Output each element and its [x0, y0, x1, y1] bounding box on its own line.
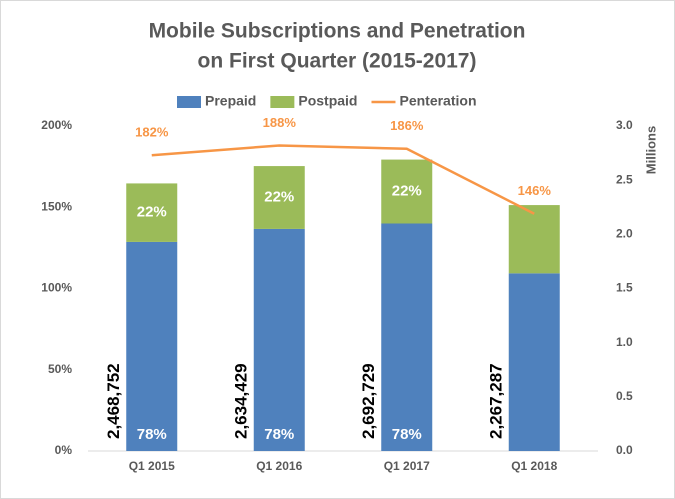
- share-label: 22%: [264, 188, 294, 205]
- y2-tick-label: 3.0: [616, 118, 633, 132]
- total-label: 2,692,729: [359, 363, 378, 439]
- share-label: 22%: [137, 204, 167, 221]
- data-label: 182%: [135, 125, 169, 140]
- x-tick-label: Q1 2018: [511, 459, 557, 473]
- total-label: 2,267,287: [487, 363, 506, 439]
- share-label: 78%: [264, 426, 294, 443]
- total-label: 2,468,752: [104, 363, 123, 439]
- legend-label: Postpaid: [298, 93, 357, 109]
- y-tick-label: 150%: [41, 199, 72, 213]
- bar: [508, 205, 560, 274]
- bar: [381, 223, 433, 451]
- bar: [253, 166, 305, 229]
- x-tick-label: Q1 2016: [256, 459, 302, 473]
- bar: [508, 273, 560, 451]
- y-tick-label: 100%: [41, 281, 72, 295]
- bar: [126, 183, 178, 242]
- y2-tick-label: 0.5: [616, 389, 633, 403]
- total-label: 2,634,429: [232, 363, 251, 439]
- share-label: 78%: [137, 426, 167, 443]
- data-label: 186%: [390, 118, 424, 133]
- y2-tick-label: 2.5: [616, 172, 633, 186]
- bar: [126, 241, 178, 451]
- legend-swatch: [270, 96, 295, 108]
- chart-title: Mobile Subscriptions and Penetration: [149, 20, 526, 43]
- bar: [253, 228, 305, 451]
- legend-swatch: [177, 96, 201, 108]
- chart-title: on First Quarter (2015-2017): [198, 50, 477, 73]
- x-tick-label: Q1 2017: [384, 459, 430, 473]
- share-label: 22%: [392, 183, 422, 200]
- data-label: 146%: [518, 183, 552, 198]
- y2-tick-label: 2.0: [616, 227, 633, 241]
- y-tick-label: 0%: [55, 443, 73, 457]
- y2-tick-label: 1.0: [616, 335, 633, 349]
- x-tick-label: Q1 2015: [129, 459, 175, 473]
- y-tick-label: 50%: [48, 362, 72, 376]
- y-tick-label: 200%: [41, 118, 72, 132]
- bar: [381, 159, 433, 224]
- y2-tick-label: 1.5: [616, 281, 633, 295]
- y2-axis-label: Millions: [643, 126, 658, 174]
- legend-label: Prepaid: [205, 93, 256, 109]
- line: [151, 144, 535, 215]
- y2-tick-label: 0.0: [616, 443, 633, 457]
- share-label: 78%: [392, 426, 422, 443]
- data-label: 188%: [263, 115, 297, 130]
- legend-label: Penteration: [399, 93, 476, 109]
